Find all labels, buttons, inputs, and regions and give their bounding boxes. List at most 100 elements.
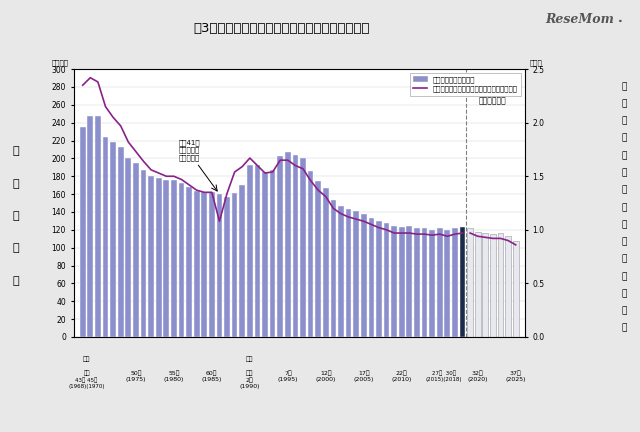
Bar — [452, 228, 458, 337]
Text: 口: 口 — [13, 276, 19, 286]
Text: 平成
2年
(1990): 平成 2年 (1990) — [239, 371, 260, 389]
Text: 32年
(2020): 32年 (2020) — [467, 371, 488, 382]
Text: 昭和: 昭和 — [83, 356, 90, 362]
Bar — [163, 180, 169, 337]
Text: 人: 人 — [621, 238, 627, 246]
Text: （％）: （％） — [529, 60, 542, 67]
Bar — [171, 180, 177, 337]
Bar — [490, 234, 496, 337]
Bar — [460, 227, 465, 337]
Text: に: に — [621, 134, 627, 143]
Text: 昭和
43年 45年
(1968)(1970): 昭和 43年 45年 (1968)(1970) — [68, 371, 105, 389]
Text: め: め — [621, 168, 627, 177]
Bar — [498, 233, 503, 337]
Bar — [110, 142, 116, 337]
Bar — [475, 232, 481, 337]
Text: .: . — [618, 12, 622, 25]
Bar — [88, 117, 93, 337]
Text: 27年  30年
(2015)(2018): 27年 30年 (2015)(2018) — [425, 371, 462, 382]
Text: 50年
(1975): 50年 (1975) — [125, 371, 146, 382]
Bar — [330, 200, 336, 337]
Bar — [125, 159, 131, 337]
Text: の: の — [621, 289, 627, 298]
Legend: 新成人人口（左目盛）, 総人口に占める新成人人口の割合（右目盛）: 新成人人口（左目盛）, 総人口に占める新成人人口の割合（右目盛） — [410, 73, 522, 95]
Bar — [437, 228, 443, 337]
Text: 合: 合 — [621, 324, 627, 333]
Bar — [95, 115, 100, 337]
Bar — [216, 194, 222, 337]
Bar — [247, 165, 253, 337]
Text: 7年
(1995): 7年 (1995) — [278, 371, 298, 382]
Bar — [300, 159, 306, 337]
Text: 総: 総 — [621, 82, 627, 91]
Bar — [308, 171, 314, 337]
Bar — [209, 192, 214, 337]
Text: 人: 人 — [621, 255, 627, 264]
Bar — [239, 185, 245, 337]
Text: 占: 占 — [621, 151, 627, 160]
Bar — [80, 127, 86, 337]
Bar — [262, 172, 268, 337]
Bar — [186, 187, 192, 337]
Bar — [384, 222, 389, 337]
Text: 割: 割 — [621, 307, 627, 315]
Bar — [270, 170, 275, 337]
Bar — [444, 230, 450, 337]
Bar — [118, 147, 124, 337]
Bar — [513, 241, 518, 337]
Bar — [285, 152, 291, 337]
Bar — [414, 228, 420, 337]
Bar — [399, 227, 404, 337]
Bar — [361, 214, 367, 337]
Text: 55年
(1980): 55年 (1980) — [164, 371, 184, 382]
Bar — [102, 137, 108, 337]
Bar — [133, 163, 139, 337]
Bar — [422, 228, 428, 337]
Bar — [202, 192, 207, 337]
Bar — [232, 193, 237, 337]
Bar — [338, 206, 344, 337]
Bar — [406, 226, 412, 337]
Text: 人: 人 — [13, 211, 19, 221]
Bar — [292, 155, 298, 337]
Text: 人: 人 — [621, 99, 627, 108]
Text: 新: 新 — [13, 146, 19, 156]
Text: 口: 口 — [621, 272, 627, 281]
Bar — [141, 170, 147, 337]
Bar — [505, 236, 511, 337]
Text: 成: 成 — [13, 178, 19, 189]
Bar — [483, 232, 488, 337]
Text: 60年
(1985): 60年 (1985) — [202, 371, 222, 382]
Text: 昭和41年
ひのえうま
丙午生まれ: 昭和41年 ひのえうま 丙午生まれ — [179, 139, 200, 161]
Bar — [346, 209, 351, 337]
Bar — [255, 165, 260, 337]
Bar — [369, 218, 374, 337]
Text: 口: 口 — [621, 117, 627, 125]
Bar — [156, 178, 161, 337]
Text: ReseMom: ReseMom — [545, 13, 614, 26]
Bar — [429, 230, 435, 337]
Text: 図3　新成人人口及び総人口に占める割合の推移: 図3 新成人人口及び総人口に占める割合の推移 — [193, 22, 370, 35]
Text: 人: 人 — [13, 243, 19, 254]
Text: 22年
(2010): 22年 (2010) — [392, 371, 412, 382]
Bar — [391, 226, 397, 337]
Bar — [353, 211, 359, 337]
Bar — [467, 228, 473, 337]
Bar — [323, 188, 328, 337]
Text: 新: 新 — [621, 203, 627, 212]
Bar — [376, 221, 382, 337]
Text: 12年
(2000): 12年 (2000) — [316, 371, 336, 382]
Bar — [277, 156, 283, 337]
Text: る: る — [621, 186, 627, 194]
Bar — [316, 181, 321, 337]
Bar — [148, 176, 154, 337]
Text: 成: 成 — [621, 220, 627, 229]
Bar — [224, 197, 230, 337]
Text: （将来推計）: （将来推計） — [479, 96, 507, 105]
Text: （万人）: （万人） — [52, 60, 69, 67]
Bar — [179, 182, 184, 337]
Text: 17年
(2005): 17年 (2005) — [353, 371, 374, 382]
Bar — [194, 191, 200, 337]
Text: 平成: 平成 — [246, 356, 253, 362]
Text: 37年
(2025): 37年 (2025) — [506, 371, 526, 382]
